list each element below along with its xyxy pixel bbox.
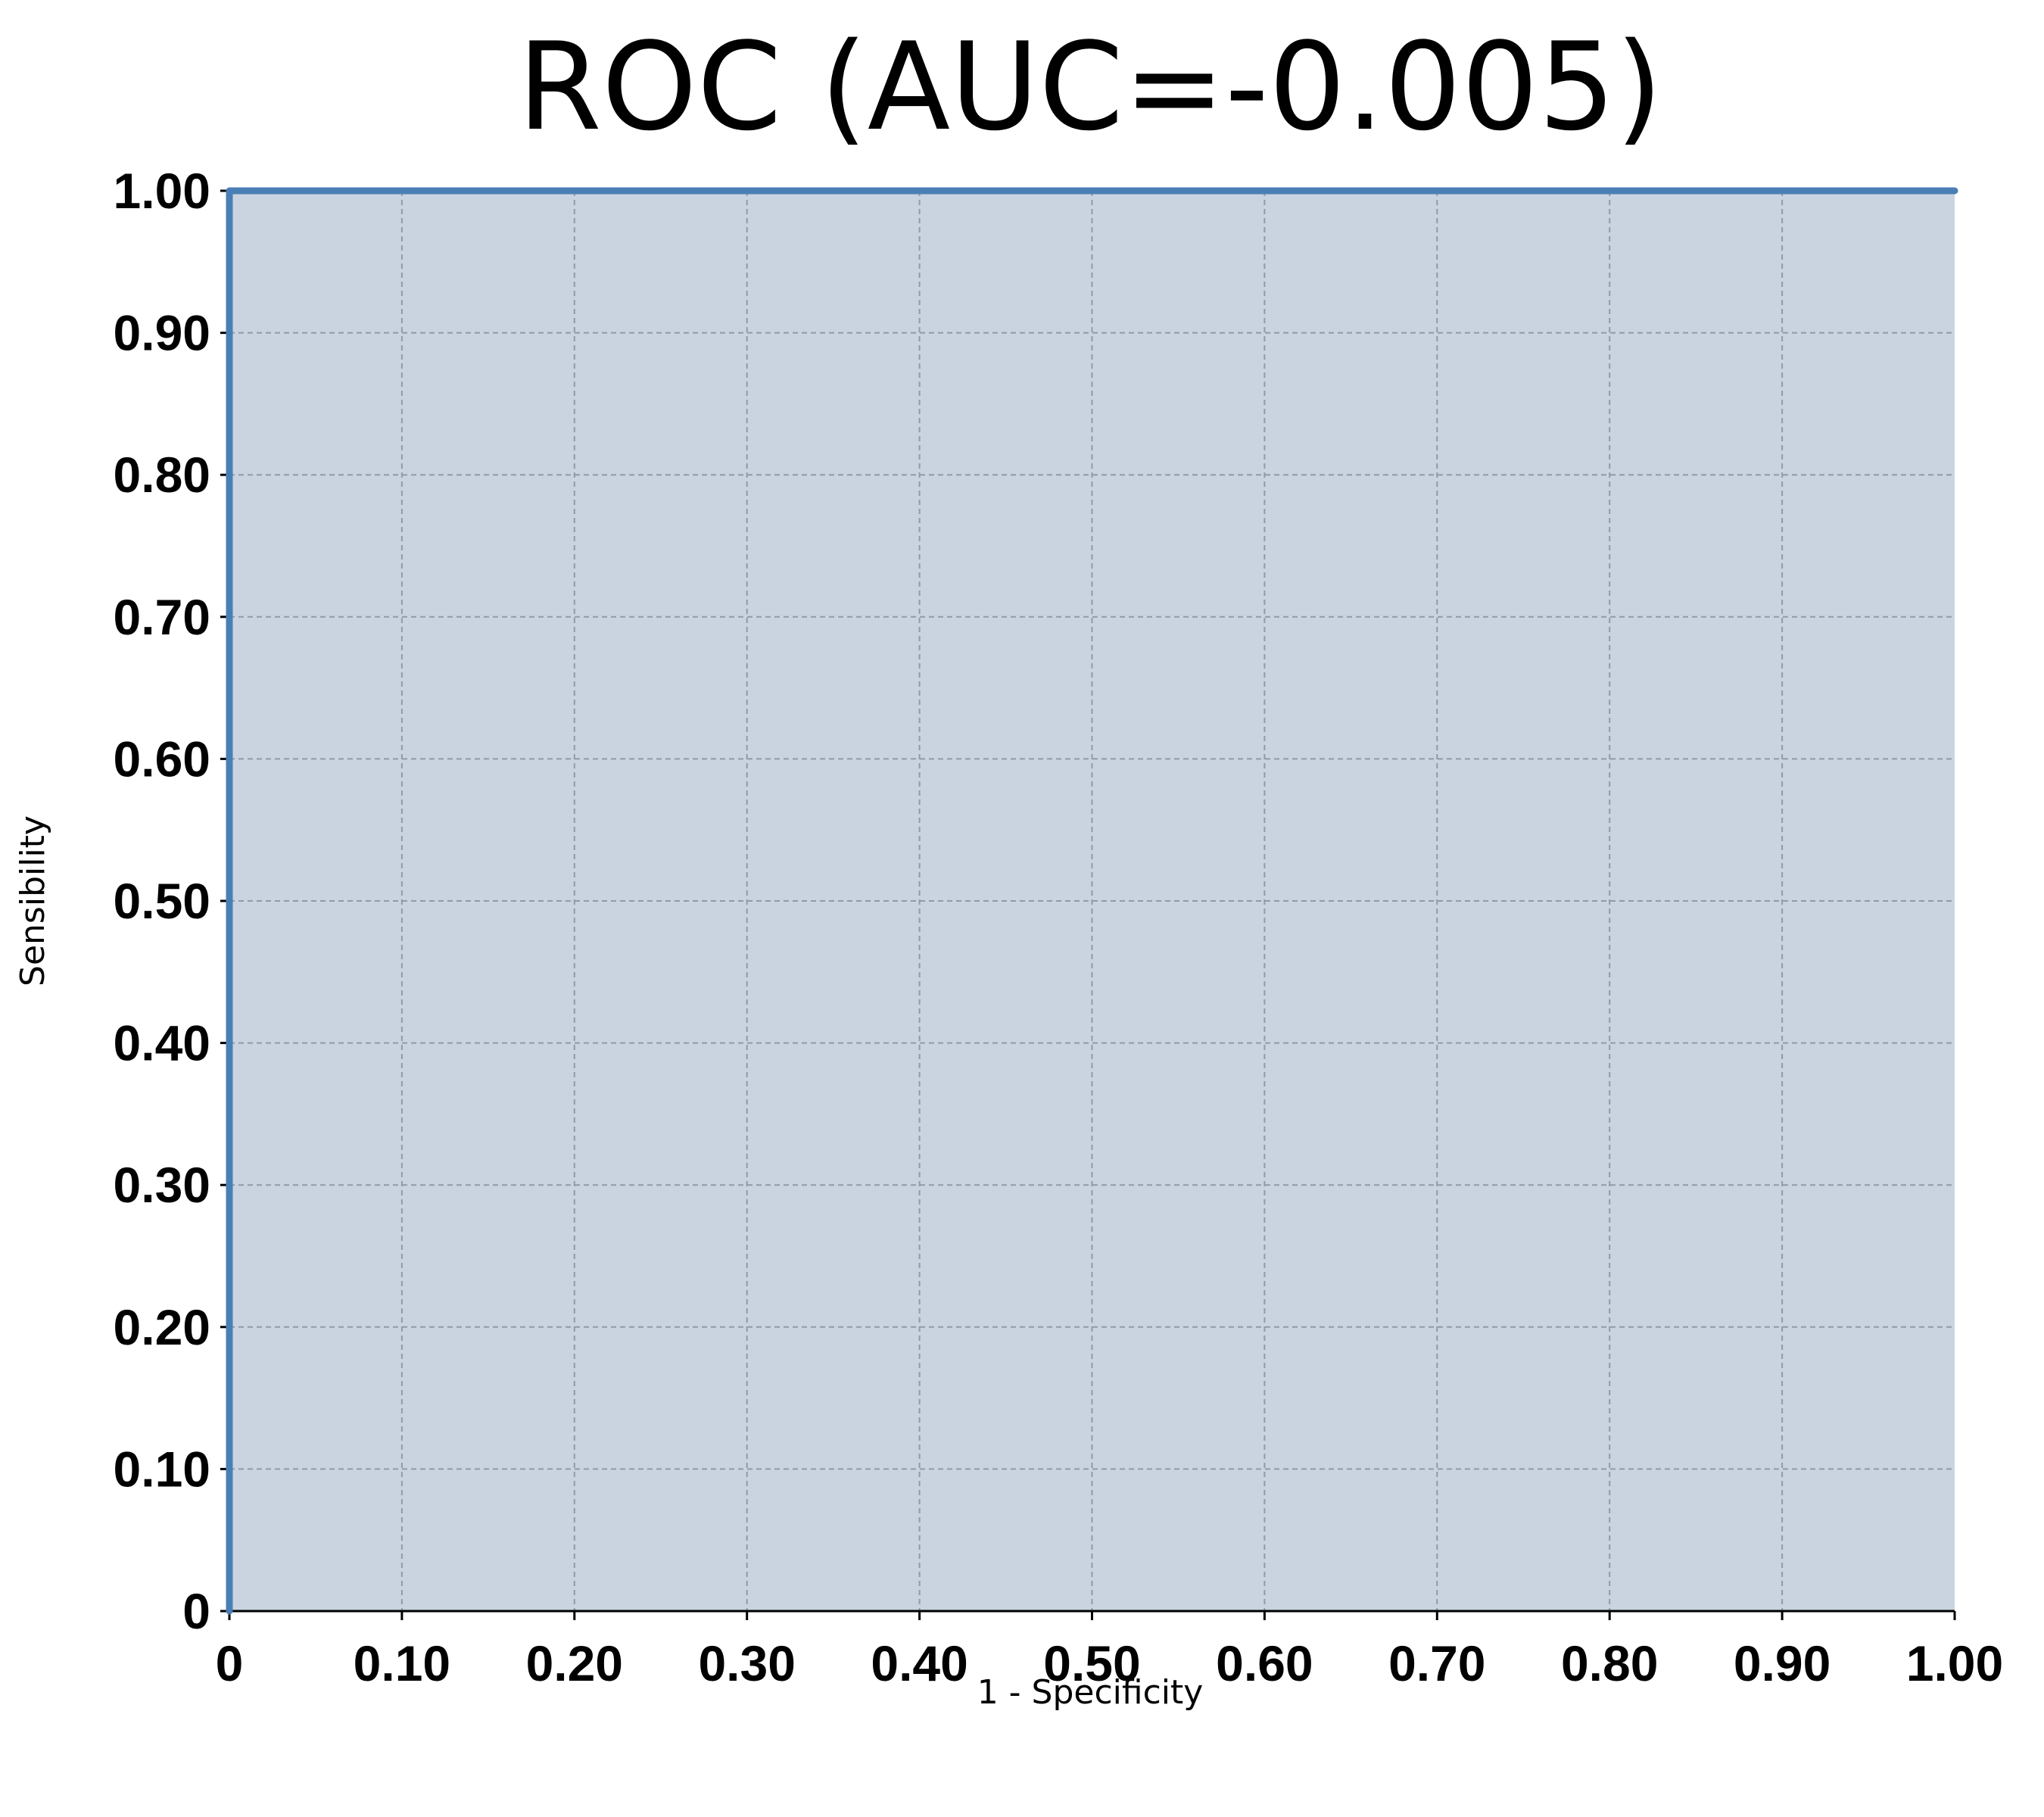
x-tick-label: 0.70 bbox=[1388, 1635, 1485, 1691]
roc-curve-point bbox=[226, 188, 232, 194]
x-tick-label: 1.00 bbox=[1906, 1635, 2003, 1691]
y-tick-label: 0.70 bbox=[114, 589, 210, 645]
y-tick-label: 0.40 bbox=[114, 1015, 210, 1071]
y-tick-label: 0.90 bbox=[114, 305, 210, 361]
x-tick-label: 0.60 bbox=[1216, 1635, 1313, 1691]
plot-area: 0 0.10 0.20 0.30 0.40 0.50 0.60 0.70 0.80 0.90 1.0… bbox=[114, 163, 2004, 1691]
y-tick-label: 1.00 bbox=[114, 163, 210, 219]
x-tick-label: 0.10 bbox=[354, 1635, 450, 1691]
y-tick-label: 0.30 bbox=[114, 1157, 210, 1213]
x-tick-label: 0.80 bbox=[1561, 1635, 1658, 1691]
x-axis-label: 1 - Specificity bbox=[977, 1673, 1204, 1712]
y-tick-label: 0.60 bbox=[114, 731, 210, 787]
roc-curve-point bbox=[226, 1608, 232, 1614]
y-tick-label: 0.10 bbox=[114, 1441, 210, 1497]
y-tick-label: 0.20 bbox=[114, 1299, 210, 1355]
y-tick-label: 0.50 bbox=[114, 873, 210, 929]
roc-curve-point bbox=[1952, 188, 1958, 194]
x-tick-label: 0.50 bbox=[1043, 1635, 1140, 1691]
x-tick-label: 0 bbox=[216, 1635, 244, 1691]
y-tick-label: 0.80 bbox=[114, 447, 210, 503]
y-axis-label: Sensibility bbox=[14, 815, 52, 986]
x-tick-label: 0.40 bbox=[871, 1635, 967, 1691]
y-tick-label: 0 bbox=[182, 1583, 210, 1639]
x-tick-label: 0.20 bbox=[526, 1635, 623, 1691]
x-tick-label: 0.90 bbox=[1734, 1635, 1831, 1691]
chart-title: ROC (AUC=-0.005) bbox=[518, 16, 1663, 157]
x-tick-label: 0.30 bbox=[698, 1635, 795, 1691]
